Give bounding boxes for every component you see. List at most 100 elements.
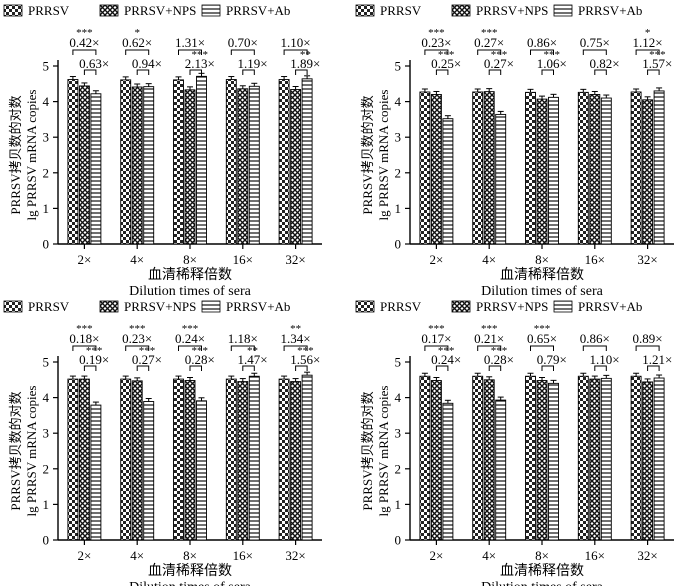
- legend-swatch: [99, 300, 119, 313]
- significance-bracket-top: [635, 345, 660, 351]
- bar: [67, 378, 79, 541]
- significance-bracket-bottom: [435, 365, 449, 371]
- bar: [442, 118, 454, 245]
- y-tick-label: 4: [395, 94, 402, 109]
- x-tick-label: 32×: [637, 548, 657, 563]
- bar: [237, 88, 249, 245]
- ratio-label-bottom: 1.57×: [642, 56, 672, 71]
- significance-bracket-bottom: [541, 365, 554, 371]
- y-tick-label: 5: [395, 59, 402, 74]
- bar: [536, 98, 548, 245]
- legend-label: PRRSV: [380, 299, 422, 314]
- legend-swatch: [355, 4, 375, 17]
- ratio-label-bottom: 0.19×: [79, 352, 109, 367]
- bar: [653, 377, 665, 541]
- bar: [419, 91, 431, 245]
- y-tick-label: 3: [43, 130, 50, 145]
- bar: [548, 382, 559, 541]
- bar: [577, 375, 589, 541]
- bar: [290, 381, 302, 541]
- y-axis-title-cn: PRRSV拷贝数的对数: [8, 391, 23, 510]
- ratio-label-top: 0.18×: [69, 331, 99, 346]
- bar: [278, 79, 290, 245]
- x-tick-label: 4×: [482, 252, 496, 267]
- significance-bracket-top: [230, 345, 255, 351]
- significance-stars-top: ***: [129, 323, 146, 335]
- bar: [495, 399, 507, 541]
- ratio-label-bottom: 1.47×: [238, 352, 268, 367]
- significance-bracket-bottom: [83, 365, 97, 371]
- y-axis-title-cn: PRRSV拷贝数的对数: [360, 95, 375, 214]
- significance-bracket-top: [125, 345, 150, 351]
- significance-bracket-top: [424, 345, 449, 351]
- x-tick-label: 16×: [585, 548, 605, 563]
- bar: [196, 75, 207, 245]
- ratio-label-top: 0.89×: [633, 331, 663, 346]
- ratio-label-bottom: 1.89×: [290, 56, 320, 71]
- bar: [472, 375, 484, 541]
- significance-bracket-bottom: [189, 365, 202, 371]
- x-tick-label: 2×: [429, 548, 443, 563]
- significance-stars-top: ***: [428, 27, 445, 39]
- y-tick-label: 0: [395, 237, 402, 252]
- significance-stars-top: ***: [481, 323, 498, 335]
- legend-label: PRRSV+Ab: [226, 299, 290, 314]
- bar: [525, 375, 536, 541]
- y-axis-title-cn: PRRSV拷贝数的对数: [360, 391, 375, 510]
- ratio-label-top: 0.62×: [122, 35, 152, 50]
- y-axis-title-cn: PRRSV拷贝数的对数: [8, 95, 23, 214]
- x-tick-label: 4×: [130, 548, 144, 563]
- bar: [143, 401, 155, 541]
- legend-swatch: [3, 4, 23, 17]
- legend-swatch: [201, 4, 221, 17]
- significance-bracket-top: [424, 49, 449, 55]
- y-tick-label: 5: [43, 355, 50, 370]
- x-axis-title-en: Dilution times of sera: [129, 284, 251, 299]
- significance-bracket-top: [178, 345, 202, 351]
- bar: [642, 99, 654, 245]
- x-tick-label: 16×: [585, 252, 605, 267]
- ratio-label-bottom: 0.28×: [185, 352, 215, 367]
- bar: [290, 89, 302, 245]
- significance-bracket-top: [477, 345, 502, 351]
- ratio-label-bottom: 0.94×: [132, 56, 162, 71]
- significance-bracket-top: [477, 49, 502, 55]
- bar: [301, 78, 313, 245]
- y-tick-label: 2: [395, 165, 402, 180]
- ratio-label-top: 0.86×: [527, 35, 557, 50]
- x-axis-title-en: Dilution times of sera: [481, 580, 603, 586]
- significance-bracket-bottom: [136, 69, 150, 75]
- y-tick-label: 1: [395, 201, 402, 216]
- y-tick-label: 3: [395, 130, 402, 145]
- ratio-label-top: 0.23×: [122, 331, 152, 346]
- bar: [430, 94, 442, 245]
- bar: [184, 89, 196, 245]
- significance-stars-bottom: **: [247, 345, 258, 357]
- ratio-label-bottom: 0.27×: [484, 56, 514, 71]
- ratio-label-bottom: 0.27×: [132, 352, 162, 367]
- ratio-label-top: 0.42×: [69, 35, 99, 50]
- significance-stars-bottom: ***: [438, 345, 455, 357]
- ratio-label-bottom: 1.19×: [238, 56, 268, 71]
- bar: [143, 86, 155, 245]
- significance-stars-bottom: ***: [192, 49, 209, 61]
- x-tick-label: 8×: [183, 548, 197, 563]
- legend-label: PRRSV+NPS: [476, 3, 548, 18]
- x-tick-label: 32×: [637, 252, 657, 267]
- ratio-label-bottom: 0.82×: [590, 56, 620, 71]
- significance-bracket-bottom: [488, 365, 502, 371]
- x-tick-label: 8×: [183, 252, 197, 267]
- x-tick-label: 16×: [233, 252, 253, 267]
- bar: [430, 380, 442, 541]
- legend-label: PRRSV+NPS: [124, 299, 196, 314]
- significance-stars-top: *: [134, 27, 140, 39]
- bar: [548, 96, 559, 245]
- ratio-label-bottom: 2.13×: [185, 56, 215, 71]
- legend-swatch: [451, 4, 471, 17]
- y-tick-label: 5: [43, 59, 50, 74]
- bar: [90, 404, 102, 541]
- ratio-label-top: 0.70×: [228, 35, 258, 50]
- y-tick-label: 4: [43, 94, 50, 109]
- y-tick-label: 0: [43, 237, 50, 252]
